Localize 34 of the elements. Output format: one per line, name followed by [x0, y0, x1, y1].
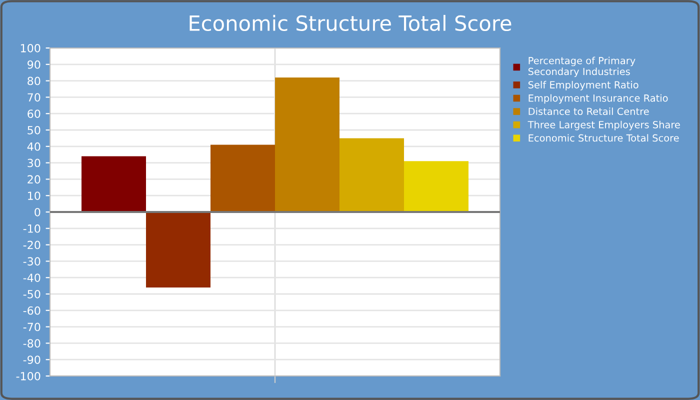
y-tick-label: 100	[20, 44, 40, 52]
y-tick-label: 0	[34, 208, 40, 216]
y-tick-label: 30	[28, 158, 40, 168]
legend-label: Distance to Retail Centre	[528, 108, 649, 116]
y-tick-label: -70	[23, 322, 40, 332]
y-tick-label: 20	[28, 175, 40, 184]
y-tick-label: 40	[27, 142, 40, 151]
legend-label: Percentage of Primary Secondary Industries	[528, 56, 636, 78]
legend-label: Self Employment Ratio	[528, 80, 638, 90]
bar	[340, 138, 404, 212]
y-tick-label: 60	[28, 110, 40, 118]
legend-label: Three Largest Employers Share	[528, 120, 680, 130]
y-tick-label: -50	[23, 290, 40, 298]
y-tick-label: -10	[23, 224, 40, 233]
bar	[82, 156, 146, 212]
legend-label: Employment Insurance Ratio	[528, 94, 668, 104]
chart-title: Economic Structure Total Score	[190, 14, 512, 32]
y-tick-label: -20	[23, 240, 40, 250]
bar	[210, 144, 275, 212]
y-tick-label: -40	[23, 274, 40, 282]
legend-label: Economic Structure Total Score	[528, 134, 679, 142]
y-tick-label: -60	[23, 306, 40, 315]
y-tick-label: 50	[28, 126, 40, 134]
y-tick-label: -90	[23, 356, 40, 364]
bar	[275, 78, 340, 212]
y-tick-label: 90	[28, 60, 40, 69]
y-tick-label: -30	[23, 257, 40, 266]
y-tick-label: 10	[28, 192, 40, 200]
y-tick-label: -80	[23, 339, 40, 348]
y-tick-label: 80	[28, 76, 40, 86]
y-tick-label: -100	[16, 372, 40, 380]
bar	[404, 161, 468, 212]
y-tick-label: 70	[28, 93, 40, 102]
bar	[146, 212, 210, 288]
